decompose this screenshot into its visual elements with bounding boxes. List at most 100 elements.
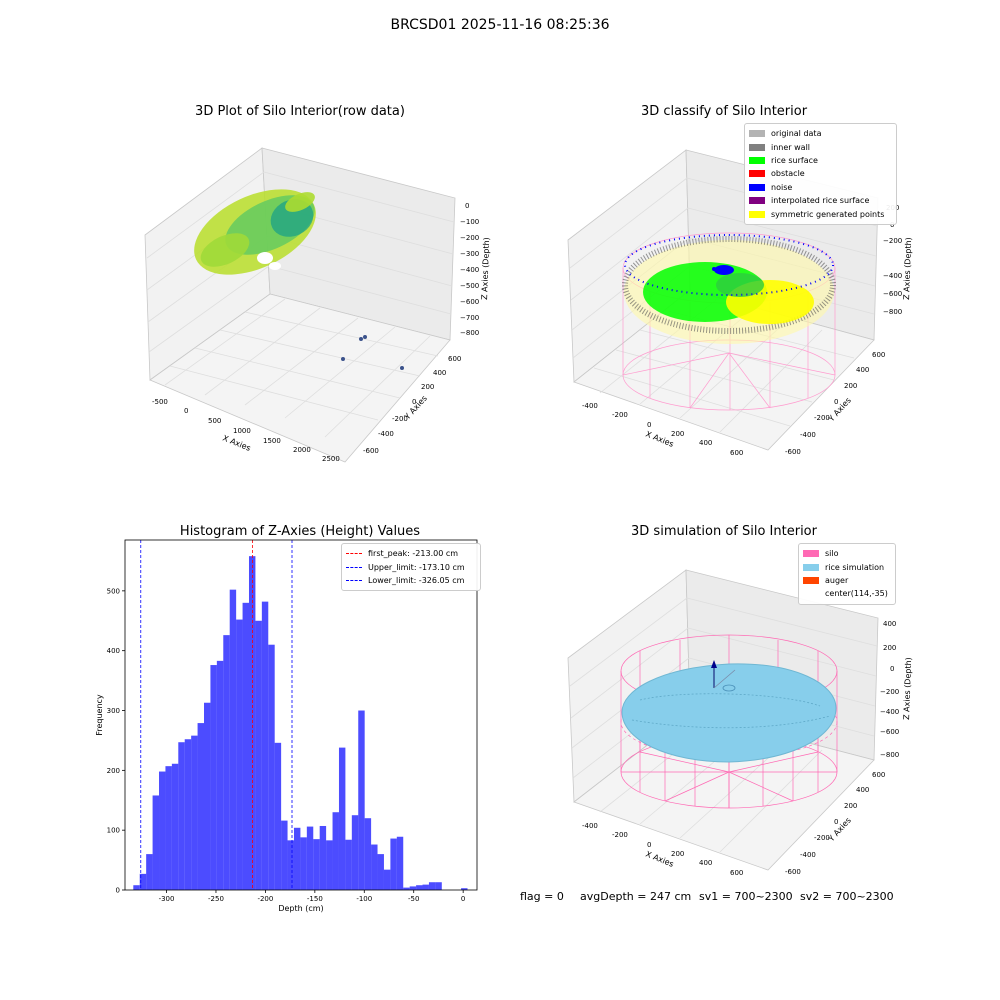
simulation-xtick: 0 [647,841,651,849]
flag-status: flag = 0 [520,890,564,903]
raw-xtick: 2000 [293,446,311,454]
classify-ztick: −800 [883,308,902,316]
histogram-bar [364,818,372,890]
raw-ytick: 600 [448,355,461,363]
legend-label: interpolated rice surface [771,196,870,206]
histogram-bar [261,601,269,890]
simulation-ytick: -200 [814,834,830,842]
sv2-status: sv2 = 700~2300 [800,890,894,903]
legend-entry-inner-wall: inner wall [749,140,892,153]
raw-ytick: 400 [433,369,446,377]
legend-entry-lower-limit: Lower_limit: -326.05 cm [346,574,476,587]
histogram-x-tick-label: -300 [159,895,175,903]
legend-swatch [749,170,765,178]
legend-entry-original-data: original data [749,127,892,140]
classify-plot-title: 3D classify of Silo Interior [640,104,808,119]
raw-ztick: −200 [460,234,479,242]
simulation-ztick: 200 [883,644,896,652]
histogram-bar [287,840,294,890]
raw-ytick: -400 [378,430,394,438]
histogram-bars [133,556,468,890]
legend-swatch [749,130,765,138]
simulation-ztick: 400 [883,620,896,628]
histogram-bar [351,815,359,890]
classify-ytick: -600 [785,448,801,456]
histogram-y-tick-label: 0 [116,887,120,895]
histogram-bar [223,635,230,890]
classify-xtick: -400 [582,402,598,410]
histogram-x-tick-label: 0 [461,895,465,903]
histogram-legend: first_peak: -213.00 cm Upper_limit: -173… [341,543,481,592]
histogram-y-tick-label: 200 [107,767,120,775]
histogram-bar [255,620,262,890]
classify-xtick: 400 [699,439,712,447]
classify-ytick: 0 [834,398,838,406]
histogram-bar [242,602,249,890]
histogram-bar [403,887,410,890]
raw-zlabel: Z Axies (Depth) [480,237,491,300]
histogram-bar [171,763,179,890]
simulation-ytick: 0 [834,818,838,826]
legend-swatch [803,576,819,584]
histogram-bar [461,888,468,890]
histogram-bar [229,589,237,890]
legend-label: first_peak: -213.00 cm [368,549,459,559]
histogram-bar [191,735,198,890]
histogram-bar [274,742,282,890]
classify-ytick: 200 [844,382,857,390]
legend-entry-rice-surface: rice surface [749,154,892,167]
histogram-bar [210,665,217,890]
raw-3d-axes [144,147,456,463]
simulation-ytick: 400 [856,786,869,794]
legend-label: obstacle [771,169,805,179]
histogram-bar [345,839,352,890]
simulation-xtick: 200 [671,850,684,858]
raw-ztick: −400 [460,266,479,274]
raw-plot-title: 3D Plot of Silo Interior(row data) [195,104,405,119]
histogram-title: Histogram of Z-Axies (Height) Values [179,524,421,539]
histogram-bar [332,812,339,890]
simulation-ztick: 0 [890,665,894,673]
histogram-x-tick-label: -200 [257,895,273,903]
histogram-bar [326,840,333,890]
histogram-bar [281,820,288,890]
legend-swatch [803,590,819,597]
histogram-x-tick-label: -150 [307,895,323,903]
legend-swatch [749,143,765,151]
raw-ztick: −500 [460,282,479,290]
histogram-bar [319,825,327,890]
histogram-bar [204,702,211,890]
sv1-status: sv1 = 700~2300 [699,890,793,903]
histogram-ylabel: Frequency [95,694,104,736]
legend-swatch [749,183,765,191]
raw-ztick: −800 [460,329,479,337]
classify-ztick: −400 [883,272,902,280]
legend-line [346,566,362,568]
raw-ytick: -600 [363,447,379,455]
histogram-bar [152,795,160,890]
legend-entry-interpolated: interpolated rice surface [749,194,892,207]
simulation-ytick: 200 [844,802,857,810]
histogram-bar [133,885,140,890]
raw-xtick: 500 [208,417,221,425]
histogram-frame [124,539,478,891]
legend-label: original data [771,129,822,139]
histogram-bar [358,710,365,890]
legend-label: rice simulation [825,562,885,572]
histogram-bar [416,885,423,890]
legend-entry-upper-limit: Upper_limit: -173.10 cm [346,560,476,573]
classify-ztick: −200 [883,237,902,245]
histogram-bar [396,836,404,890]
raw-ztick: −700 [460,314,479,322]
histogram-bar [383,869,391,890]
classify-legend: original data inner wall rice surface ob… [744,123,897,225]
histogram-y-tick-label: 400 [107,647,120,655]
classify-ztick: −600 [883,290,902,298]
raw-ytick: 0 [412,398,416,406]
histogram-bar [236,619,243,890]
classify-xtick: -200 [612,411,628,419]
simulation-rice-surface [621,660,837,763]
histogram-reference-lines [140,540,293,890]
legend-entry-obstacle: obstacle [749,167,892,180]
histogram-bar [197,723,205,890]
